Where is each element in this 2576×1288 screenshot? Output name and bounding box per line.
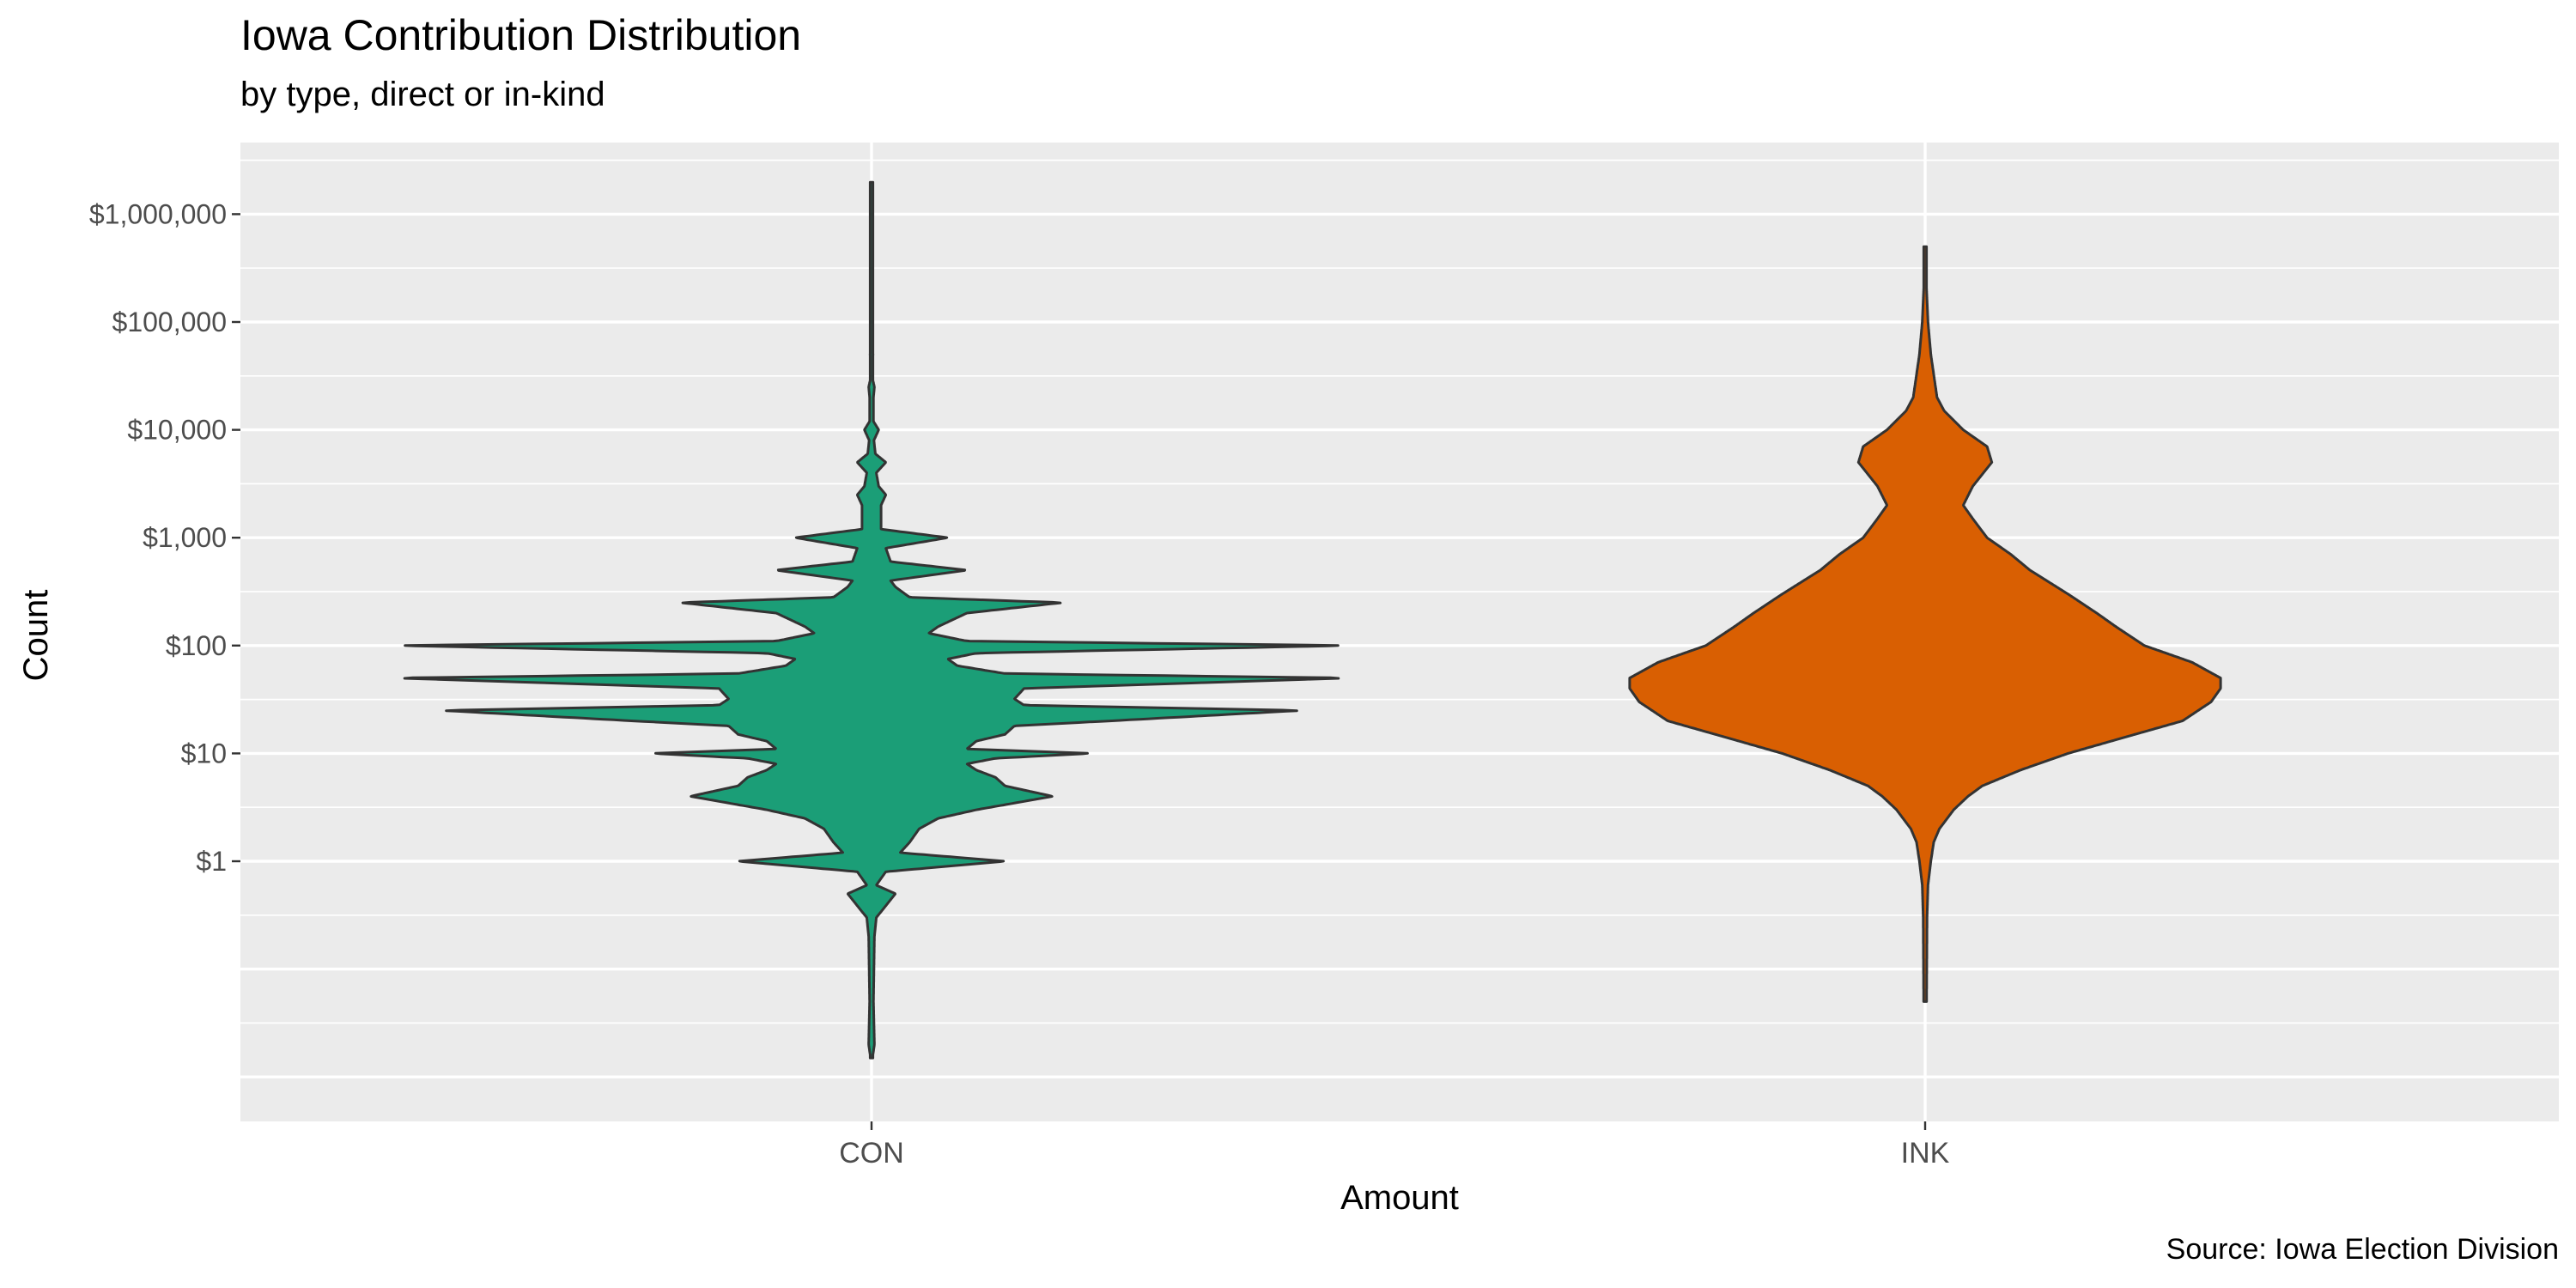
y-tick-label: $10,000 bbox=[127, 415, 227, 446]
y-tick-label: $100 bbox=[166, 630, 227, 661]
chart-caption: Source: Iowa Election Division bbox=[2166, 1233, 2559, 1266]
violin-ink bbox=[1628, 245, 2222, 1003]
y-tick-label: $1 bbox=[196, 846, 227, 877]
x-tick-label: CON bbox=[839, 1137, 904, 1170]
plot-panel bbox=[240, 143, 2559, 1121]
x-axis-ticks: CON INK bbox=[839, 1121, 1950, 1170]
y-axis-ticks: $1 $10 $100 $1,000 $10,000 $100,000 $1,000,000 bbox=[89, 198, 240, 877]
chart-subtitle: by type, direct or in-kind bbox=[240, 76, 605, 113]
y-axis-label: Count bbox=[17, 590, 55, 682]
chart-title: Iowa Contribution Distribution bbox=[240, 11, 802, 59]
y-tick-label: $10 bbox=[181, 738, 227, 769]
y-tick-label: $100,000 bbox=[112, 307, 227, 337]
violin-con bbox=[403, 180, 1340, 1060]
y-tick-label: $1,000,000 bbox=[89, 198, 227, 229]
y-tick-label: $1,000 bbox=[143, 522, 227, 553]
x-tick-label: INK bbox=[1901, 1137, 1950, 1170]
x-axis-label: Amount bbox=[1340, 1179, 1459, 1217]
violins bbox=[403, 180, 2222, 1060]
panel-background bbox=[240, 143, 2559, 1121]
